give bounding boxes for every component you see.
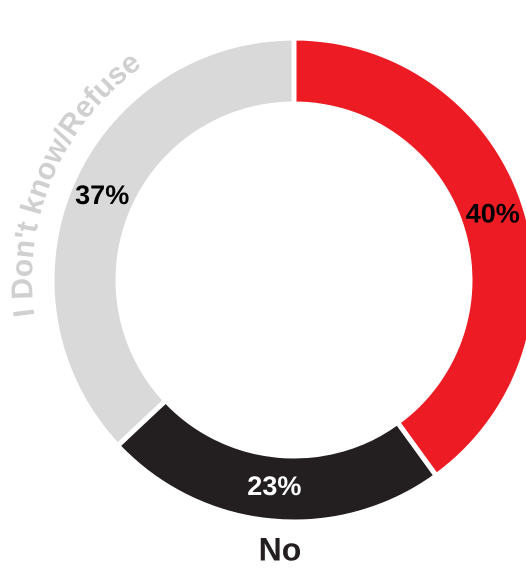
category-label: No [259, 531, 302, 567]
donut-segment [114, 396, 440, 525]
value-label: 23% [247, 471, 301, 501]
value-label: 40% [466, 199, 520, 229]
donut-segment [49, 35, 297, 450]
value-label: 37% [75, 180, 129, 210]
donut-segment [291, 35, 526, 480]
